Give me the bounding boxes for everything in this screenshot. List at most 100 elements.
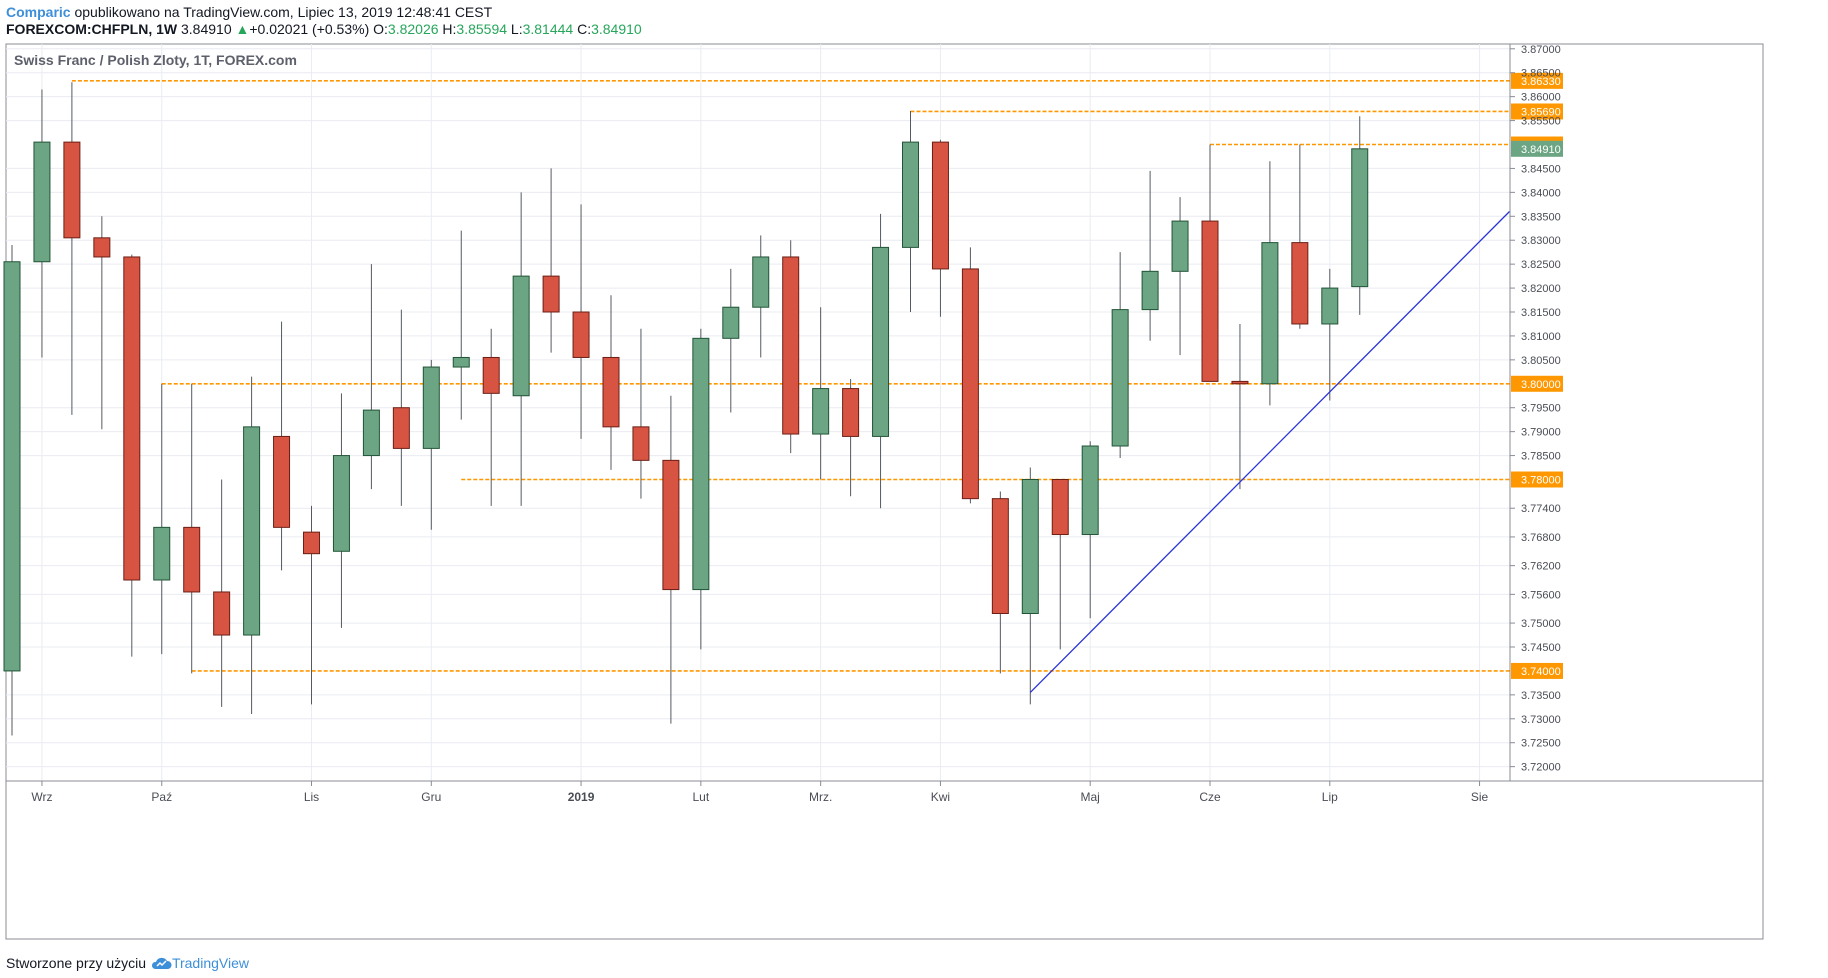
last-price-label: 3.84910 — [1521, 144, 1561, 156]
tradingview-link[interactable]: TradingView — [171, 955, 249, 971]
cloud-logo-icon — [151, 957, 172, 969]
candle-body-down — [632, 426, 650, 461]
candle-body-down — [183, 526, 201, 593]
candle-body-up — [1081, 445, 1099, 536]
price-tick-label: 3.80500 — [1521, 355, 1561, 367]
author-name[interactable]: Comparic — [6, 4, 71, 20]
created-with-text: Stworzone przy użyciu — [6, 955, 147, 971]
candle-body-up — [722, 306, 740, 339]
price-tick-label: 3.81500 — [1521, 307, 1561, 319]
candle-body-down — [1051, 479, 1069, 536]
candle-body-up — [153, 526, 171, 581]
level-price-label: 3.86330 — [1521, 76, 1561, 88]
candle-body-down — [213, 591, 231, 636]
candle-body-down — [273, 435, 291, 528]
time-tick-label: Cze — [1199, 790, 1221, 804]
time-tick-label: Gru — [421, 790, 441, 804]
level-price-tag — [1511, 471, 1563, 488]
price-tick-label: 3.82500 — [1521, 259, 1561, 271]
chart-title: Swiss Franc / Polish Zloty, 1T, FOREX.co… — [14, 52, 297, 68]
price-tick-label: 3.83000 — [1521, 235, 1561, 247]
last-price-tag — [1511, 140, 1563, 157]
candle-body-up — [752, 256, 770, 308]
time-tick-label: Lut — [693, 790, 710, 804]
level-price-tag — [1511, 375, 1563, 392]
candle-body-up — [243, 426, 261, 636]
candle-body-up — [3, 261, 21, 672]
trendline — [1029, 211, 1510, 693]
price-tick-label: 3.83500 — [1521, 211, 1561, 223]
candle-body-down — [303, 531, 320, 555]
price-tick-label: 3.86000 — [1521, 92, 1561, 104]
candle-body-up — [452, 356, 470, 368]
time-tick-label: 2019 — [568, 790, 595, 804]
price-tick-label: 3.87000 — [1521, 44, 1561, 56]
candle-body-down — [63, 141, 81, 239]
price-tick-label: 3.74500 — [1521, 642, 1561, 654]
candle-body-up — [812, 388, 830, 435]
candle-body-down — [602, 356, 620, 428]
price-tick-label: 3.75600 — [1521, 589, 1561, 601]
price-axis[interactable]: 3.87000 3.86500 3.86000 3.85500 3.84500 3.840… — [1509, 44, 1563, 781]
horizontal-levels: 3.863303.856903.850003.800003.780003.740… — [71, 72, 1563, 679]
change-up-icon: ▲ — [235, 21, 250, 37]
candle-body-up — [362, 409, 380, 457]
price-tick-label: 3.75000 — [1521, 618, 1561, 630]
price-tick-label: 3.78500 — [1521, 451, 1561, 463]
symbol-name: FOREXCOM:CHFPLN, 1W — [6, 21, 178, 37]
price-tick-label: 3.82000 — [1521, 283, 1561, 295]
candle-body-up — [1351, 148, 1369, 288]
candle-body-up — [872, 246, 890, 437]
last-price: 3.84910 — [181, 21, 232, 37]
candle-body-up — [1021, 479, 1039, 614]
level-price-tag — [1511, 103, 1563, 120]
candle-body-down — [572, 311, 590, 358]
candle-body-up — [692, 337, 710, 591]
level-price-tag — [1511, 72, 1563, 89]
price-tick-label: 3.84000 — [1521, 187, 1561, 199]
chart-border — [5, 43, 1764, 940]
footer: Stworzone przy użyciu TradingView — [6, 955, 249, 971]
candle-body-down — [1201, 220, 1219, 382]
time-tick-label: Kwi — [931, 790, 950, 804]
candle-body-up — [1171, 220, 1189, 272]
candle-body-down — [961, 268, 979, 500]
level-price-label: 3.74000 — [1521, 666, 1561, 678]
candle-body-down — [1291, 242, 1309, 325]
time-axis[interactable]: Wrz Paź Lis Gru 2019 Lut Mrz. Kwi Maj Cze Lip Sie — [6, 780, 1763, 804]
price-tick-label: 3.79000 — [1521, 427, 1561, 439]
time-tick-label: Lip — [1322, 790, 1338, 804]
price-tick-label: 3.73000 — [1521, 714, 1561, 726]
candle-body-down — [392, 407, 410, 449]
low-label: L: — [510, 21, 523, 37]
price-tick-label: 3.77400 — [1521, 503, 1561, 515]
candle-body-up — [1321, 287, 1339, 325]
candle-body-down — [482, 356, 500, 394]
price-tick-label: 3.85500 — [1521, 116, 1561, 128]
level-price-label: 3.85690 — [1521, 106, 1561, 118]
candle-body-down — [542, 275, 560, 313]
time-tick-label: Wrz — [31, 790, 52, 804]
candle-body-up — [33, 141, 51, 263]
price-tick-label: 3.72500 — [1521, 738, 1561, 750]
price-tick-label: 3.79500 — [1521, 403, 1561, 415]
price-tick-label: 3.73500 — [1521, 690, 1561, 702]
high-label: H: — [442, 21, 457, 37]
level-price-label: 3.78000 — [1521, 475, 1561, 487]
close-value: 3.84910 — [591, 21, 642, 37]
publication-info: Comparic opublikowano na TradingView.com… — [6, 4, 492, 20]
candle-body-down — [991, 498, 1009, 614]
time-tick-label: Maj — [1081, 790, 1100, 804]
level-price-label: 3.80000 — [1521, 379, 1561, 391]
price-tick-label: 3.86500 — [1521, 68, 1561, 80]
price-tick-label: 3.72000 — [1521, 762, 1561, 774]
candle-body-down — [782, 256, 800, 435]
time-tick-label: Mrz. — [809, 790, 832, 804]
candle-body-up — [422, 366, 440, 449]
candle-body-down — [1231, 380, 1249, 385]
trendline-segment[interactable] — [1029, 211, 1510, 693]
price-tick-label: 3.76800 — [1521, 532, 1561, 544]
candle-body-down — [123, 256, 141, 581]
low-value: 3.81444 — [522, 21, 574, 37]
